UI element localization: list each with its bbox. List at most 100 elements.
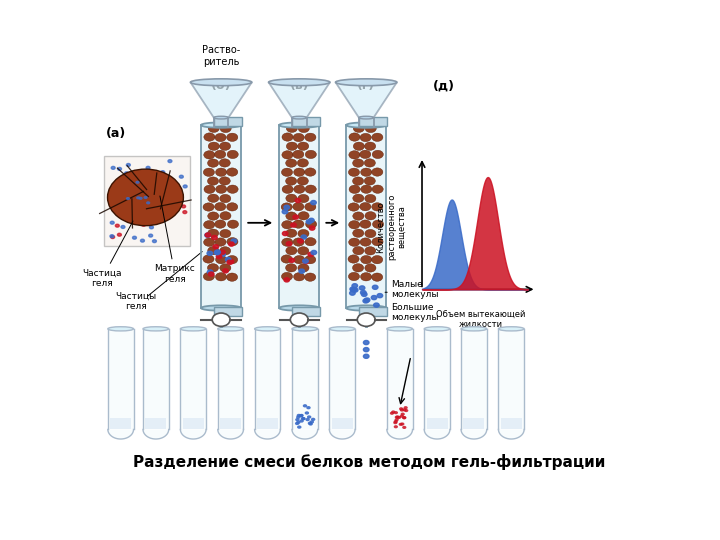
Circle shape (305, 238, 316, 246)
Ellipse shape (292, 116, 307, 119)
Circle shape (149, 234, 153, 237)
Bar (346, 125, 387, 308)
Bar (217, 329, 243, 429)
Circle shape (377, 294, 382, 298)
Circle shape (308, 252, 313, 256)
Bar (387, 329, 413, 429)
Bar (329, 329, 355, 429)
Circle shape (353, 229, 364, 238)
Ellipse shape (346, 123, 387, 128)
Circle shape (222, 269, 228, 273)
Polygon shape (332, 418, 353, 429)
Circle shape (364, 298, 370, 302)
Circle shape (310, 420, 314, 423)
Circle shape (126, 183, 130, 186)
Circle shape (394, 425, 398, 428)
Circle shape (286, 246, 297, 255)
Circle shape (143, 219, 148, 221)
Circle shape (161, 201, 165, 204)
Circle shape (305, 273, 316, 281)
Circle shape (352, 284, 358, 288)
Circle shape (298, 194, 309, 202)
Ellipse shape (292, 327, 318, 331)
Circle shape (212, 235, 217, 240)
Circle shape (286, 177, 297, 185)
Bar (255, 329, 280, 429)
Bar (292, 117, 320, 126)
Circle shape (220, 253, 225, 256)
Polygon shape (183, 418, 204, 429)
Circle shape (207, 251, 212, 255)
Circle shape (203, 272, 215, 281)
Circle shape (357, 313, 375, 326)
Circle shape (220, 250, 225, 254)
Circle shape (151, 214, 155, 217)
Circle shape (350, 291, 355, 295)
Circle shape (400, 415, 404, 418)
Circle shape (215, 250, 220, 254)
Circle shape (282, 151, 293, 159)
Ellipse shape (255, 327, 280, 331)
Circle shape (204, 220, 215, 229)
Circle shape (286, 229, 297, 238)
Circle shape (126, 197, 130, 200)
Bar (424, 329, 450, 429)
Circle shape (215, 133, 226, 141)
Circle shape (400, 422, 405, 426)
Circle shape (282, 238, 293, 246)
Circle shape (220, 124, 231, 133)
Polygon shape (498, 429, 524, 439)
Circle shape (174, 192, 178, 195)
Ellipse shape (336, 79, 397, 86)
Circle shape (209, 272, 214, 276)
Circle shape (143, 196, 148, 199)
Polygon shape (257, 418, 278, 429)
Circle shape (286, 194, 297, 202)
Circle shape (161, 205, 165, 207)
Circle shape (297, 414, 301, 417)
Polygon shape (145, 418, 166, 429)
Circle shape (204, 185, 215, 193)
Circle shape (205, 233, 211, 237)
Circle shape (125, 172, 128, 175)
Circle shape (393, 421, 397, 424)
Circle shape (135, 181, 140, 184)
Circle shape (282, 168, 292, 177)
Ellipse shape (143, 327, 168, 331)
Circle shape (207, 270, 213, 274)
Circle shape (227, 273, 238, 281)
Circle shape (282, 272, 292, 281)
Circle shape (115, 224, 120, 227)
Ellipse shape (201, 123, 241, 128)
Circle shape (352, 288, 358, 292)
Circle shape (402, 426, 406, 429)
Bar (279, 125, 320, 308)
Circle shape (287, 142, 297, 151)
Circle shape (361, 185, 372, 193)
Circle shape (282, 210, 288, 214)
Polygon shape (329, 429, 355, 439)
Circle shape (305, 220, 317, 228)
Circle shape (227, 202, 238, 211)
Text: Частица
геля: Частица геля (83, 221, 133, 288)
Polygon shape (108, 429, 133, 439)
Circle shape (161, 171, 165, 174)
Circle shape (360, 202, 371, 211)
Circle shape (142, 224, 145, 226)
Circle shape (282, 232, 288, 235)
Circle shape (372, 295, 377, 300)
Bar (181, 329, 206, 429)
Ellipse shape (201, 305, 241, 310)
Circle shape (395, 418, 399, 421)
Circle shape (173, 210, 176, 213)
Circle shape (215, 273, 227, 281)
Circle shape (395, 415, 400, 418)
Text: (д): (д) (433, 79, 455, 92)
Bar (359, 117, 387, 126)
Circle shape (295, 198, 301, 202)
Circle shape (400, 408, 404, 411)
Circle shape (306, 406, 311, 409)
Circle shape (282, 133, 293, 141)
Circle shape (212, 313, 230, 326)
Circle shape (372, 238, 383, 246)
